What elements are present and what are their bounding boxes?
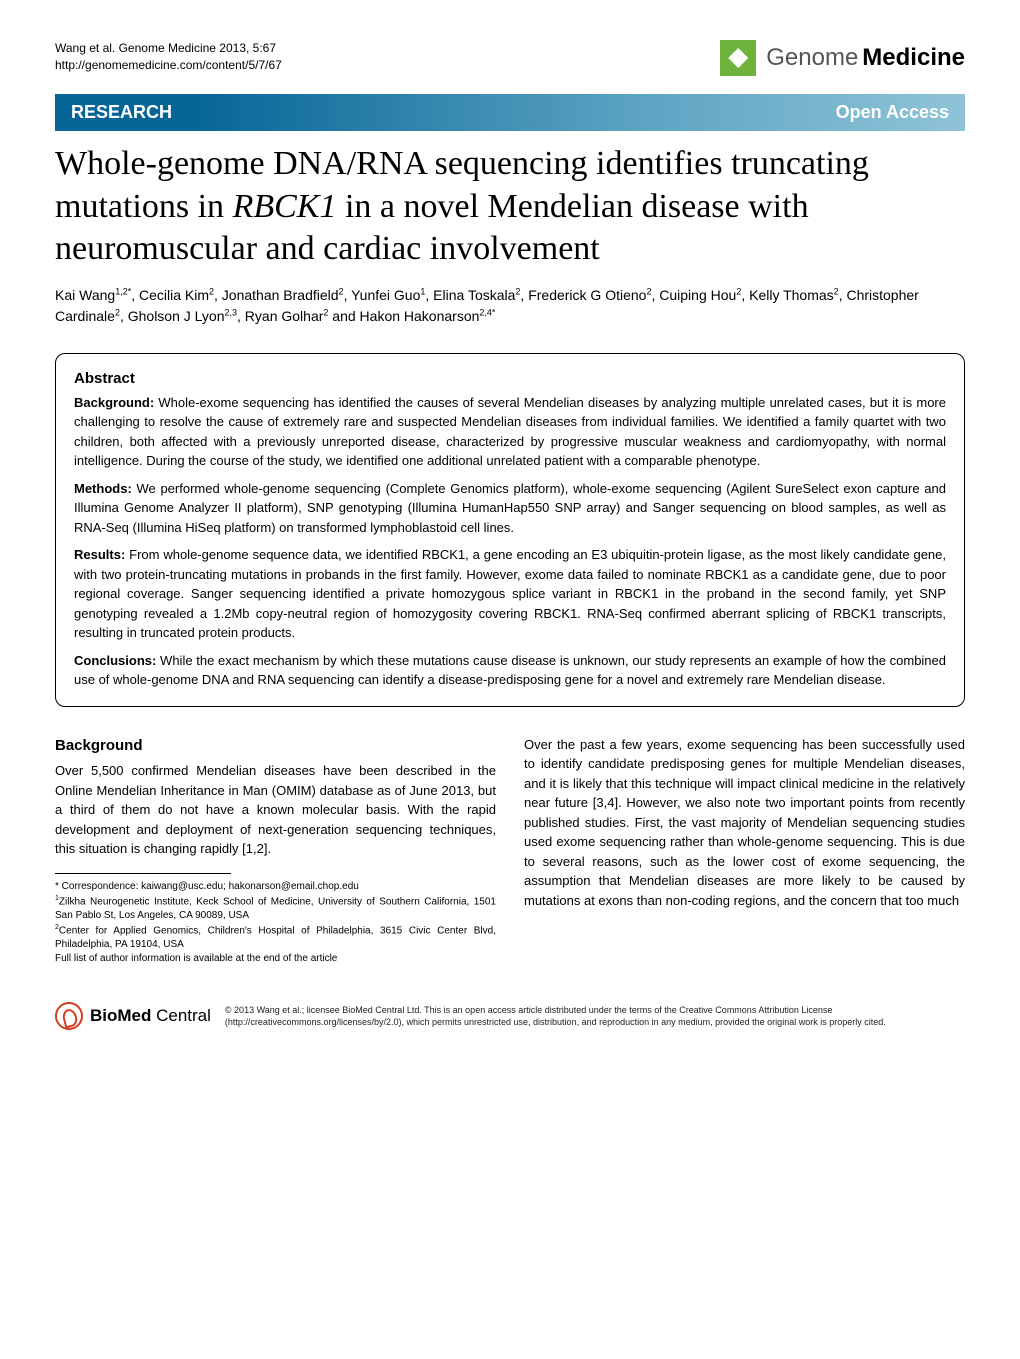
citation-line-1: Wang et al. Genome Medicine 2013, 5:67 [55, 40, 282, 57]
abstract-results-text: From whole-genome sequence data, we iden… [74, 547, 946, 640]
abstract-results: Results: From whole-genome sequence data… [74, 545, 946, 643]
authors-list: Kai Wang1,2*, Cecilia Kim2, Jonathan Bra… [55, 285, 965, 327]
biomedcentral-logo: BioMed Central [55, 1002, 211, 1030]
affiliation-1: 1Zilkha Neurogenetic Institute, Keck Sch… [55, 894, 496, 923]
abstract-conclusions-text: While the exact mechanism by which these… [74, 653, 946, 688]
license-text: © 2013 Wang et al.; licensee BioMed Cent… [225, 1004, 965, 1028]
open-access-label: Open Access [188, 94, 965, 131]
body-columns: Background Over 5,500 confirmed Mendelia… [55, 735, 965, 967]
citation-line-2: http://genomemedicine.com/content/5/7/67 [55, 57, 282, 74]
footer-row: BioMed Central © 2013 Wang et al.; licen… [55, 992, 965, 1030]
article-type-banner: RESEARCH Open Access [55, 94, 965, 131]
abstract-methods: Methods: We performed whole-genome seque… [74, 479, 946, 538]
correspondence-block: * Correspondence: kaiwang@usc.edu; hakon… [55, 880, 496, 967]
logo-icon [720, 40, 756, 76]
bmc-logo-text: BioMed Central [90, 1006, 211, 1026]
body-col1-p1: Over 5,500 confirmed Mendelian diseases … [55, 761, 496, 859]
title-italic-gene: RBCK1 [233, 188, 337, 225]
bmc-bold: BioMed [90, 1006, 151, 1025]
abstract-heading: Abstract [74, 370, 946, 387]
correspondence-emails: * Correspondence: kaiwang@usc.edu; hakon… [55, 880, 496, 894]
citation-block: Wang et al. Genome Medicine 2013, 5:67 h… [55, 40, 282, 74]
abstract-conclusions-label: Conclusions: [74, 653, 156, 668]
header-row: Wang et al. Genome Medicine 2013, 5:67 h… [55, 40, 965, 76]
abstract-box: Abstract Background: Whole-exome sequenc… [55, 353, 965, 707]
page-container: Wang et al. Genome Medicine 2013, 5:67 h… [0, 0, 1020, 1070]
logo-text-medicine: Medicine [862, 44, 965, 72]
body-col2-p1: Over the past a few years, exome sequenc… [524, 735, 965, 911]
abstract-methods-text: We performed whole-genome sequencing (Co… [74, 481, 946, 535]
logo-text-genome: Genome [766, 44, 858, 72]
bmc-swirl-icon [55, 1002, 83, 1030]
correspondence-divider [55, 873, 231, 874]
full-author-info-note: Full list of author information is avail… [55, 952, 496, 966]
article-title: Whole-genome DNA/RNA sequencing identifi… [55, 143, 965, 271]
abstract-background-label: Background: [74, 395, 154, 410]
abstract-background: Background: Whole-exome sequencing has i… [74, 393, 946, 471]
column-left: Background Over 5,500 confirmed Mendelia… [55, 735, 496, 967]
abstract-background-text: Whole-exome sequencing has identified th… [74, 395, 946, 469]
abstract-results-label: Results: [74, 547, 125, 562]
column-right: Over the past a few years, exome sequenc… [524, 735, 965, 967]
abstract-conclusions: Conclusions: While the exact mechanism b… [74, 651, 946, 690]
article-type-label: RESEARCH [55, 94, 188, 131]
abstract-methods-label: Methods: [74, 481, 132, 496]
affiliation-2: 2Center for Applied Genomics, Children's… [55, 923, 496, 952]
bmc-rest: Central [151, 1006, 211, 1025]
journal-logo: Genome Medicine [720, 40, 965, 76]
body-heading-background: Background [55, 735, 496, 758]
